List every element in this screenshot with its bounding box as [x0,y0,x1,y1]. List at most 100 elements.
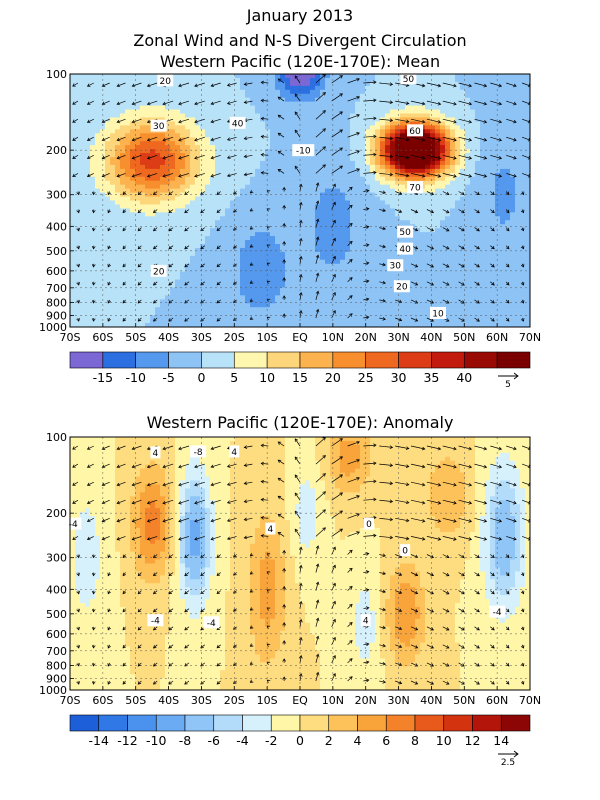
anomaly-colorbar-swatch [213,714,243,732]
mean-vector-arrow [505,263,510,268]
mean-vector-arrow [72,173,79,177]
anomaly-vector-arrow [216,644,221,649]
mean-vector-arrow [347,259,353,265]
mean-vector-arrow [410,281,418,286]
mean-vector-arrow [216,281,221,286]
anomaly-vector-arrow [410,626,418,631]
anomaly-vector-arrow [278,532,285,537]
anomaly-vector-arrow [506,445,517,450]
mean-vector-arrow [490,209,495,213]
mean-vector-arrow [132,154,142,159]
anomaly-vector-arrow [410,554,418,558]
mean-vector-arrow [426,100,441,105]
anomaly-vector-arrow [426,644,434,649]
anomaly-vector-arrow [410,463,425,468]
mean-vector-arrow [363,316,369,319]
anomaly-vector-arrow [474,662,480,667]
anomaly-vector-arrow [102,499,110,504]
mean-vector-arrow [363,262,369,265]
mean-y-tick-label: 700 [46,282,67,295]
mean-vector-arrow [379,82,393,85]
anomaly-colorbar-label: 10 [436,733,452,748]
mean-x-tick-label: 50S [125,331,146,344]
anomaly-vector-arrow [132,445,142,450]
anomaly-vector-arrow [315,600,319,609]
mean-vector-arrow [210,136,221,141]
anomaly-vector-arrow [216,662,221,667]
mean-vector-arrow [102,118,110,123]
mean-vector-arrow [315,273,319,282]
mean-vector-arrow [426,154,441,159]
mean-colorbar-swatch [398,351,432,369]
mean-vector-arrow [194,154,205,159]
mean-vector-arrow [395,136,409,141]
anomaly-vector-arrow [227,517,237,522]
anomaly-vector-arrow [244,536,253,539]
anomaly-vector-arrow [363,553,369,555]
mean-vector-arrow [137,281,142,286]
anomaly-y-tick-label: 600 [46,628,67,641]
mean-vector-arrow [410,118,425,123]
mean-colorbar-swatch [135,351,169,369]
anomaly-vector-arrow [178,517,190,522]
mean-colorbar-swatch [233,351,268,369]
anomaly-vector-arrow [244,463,253,466]
anomaly-vector-arrow [278,514,285,519]
anomaly-vector-arrow [299,619,302,627]
mean-vector-arrow [474,317,480,322]
mean-vector-arrow [521,82,530,87]
anomaly-vector-arrow [474,626,480,631]
anomaly-vector-arrow [72,481,79,486]
mean-vector-arrow [410,263,418,268]
anomaly-vector-arrow [162,536,174,540]
mean-vector-arrow [72,100,79,105]
mean-vector-arrow [442,227,450,232]
anomaly-vector-arrow [294,456,301,465]
anomaly-vector-arrow [194,517,205,522]
anomaly-vector-arrow [116,499,126,504]
mean-vector-arrow [474,245,480,250]
anomaly-vector-arrow [102,463,110,468]
anomaly-vector-arrow [363,571,369,573]
anomaly-colorbar-swatch [242,714,272,732]
anomaly-vector-arrow [458,572,465,577]
anomaly-vector-arrow [410,680,418,685]
mean-vector-arrow [442,299,450,304]
anomaly-x-tick-label: 50S [125,694,146,707]
anomaly-y-tick-label: 1000 [39,684,67,697]
mean-vector-arrow [490,227,495,232]
anomaly-vector-arrow [147,499,158,504]
anomaly-vector-arrow [506,499,517,504]
anomaly-vector-arrow [426,517,441,522]
anomaly-vector-arrow [315,473,326,483]
mean-vector-arrow [153,299,158,304]
mean-vector-arrow [521,118,530,123]
anomaly-x-tick-label: EQ [292,694,308,707]
mean-vector-arrow [87,173,94,177]
mean-colorbar-swatch [463,351,498,369]
anomaly-contour-label-box [489,605,506,618]
anomaly-x-tick-label: 10S [257,694,278,707]
anomaly-vector-arrow [379,536,393,539]
mean-vector-arrow [363,135,377,138]
anomaly-vector-arrow [87,536,94,540]
mean-vector-arrow [442,245,450,250]
mean-vector-arrow [505,245,510,250]
anomaly-vector-arrow [178,499,190,504]
anomaly-vector-arrow [347,622,353,628]
mean-vector-arrow [426,118,441,123]
anomaly-contour-label-box [150,446,161,459]
mean-contour-label: 70 [409,184,421,194]
anomaly-vector-arrow [506,463,517,468]
anomaly-vector-arrow [178,536,190,540]
mean-contour-label: 30 [153,122,165,132]
anomaly-vector-arrow [137,626,142,631]
mean-vector-arrow [210,100,221,105]
mean-vector-arrow [395,100,409,104]
mean-vector-arrow [147,154,158,159]
anomaly-colorbar-label: 4 [354,733,362,748]
mean-x-tick-label: 40N [420,331,442,344]
anomaly-vector-arrow [168,626,174,631]
anomaly-colorbar-swatch [270,714,301,732]
mean-vector-arrow [153,191,158,195]
